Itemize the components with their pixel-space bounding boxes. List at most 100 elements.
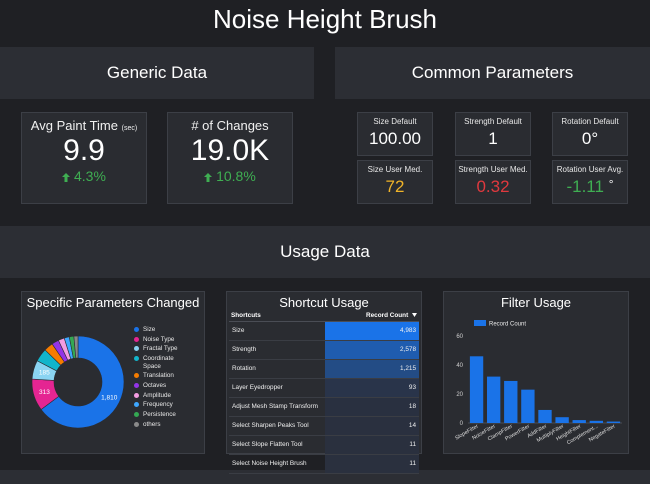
shortcut-count-cell: 4,983: [325, 321, 419, 341]
legend-item-coordinate-space[interactable]: Coordinate Space: [134, 355, 191, 370]
changes-delta: 10.8%: [168, 168, 292, 184]
size-default-card: Size Default 100.00: [357, 112, 433, 156]
bar-multiplyfilter[interactable]: [555, 417, 569, 423]
legend-item-noise-type[interactable]: Noise Type: [134, 336, 191, 344]
shortcuts-column-header[interactable]: Shortcuts: [229, 310, 325, 322]
generic-data-band: Generic Data: [0, 47, 314, 99]
legend-swatch: [134, 402, 139, 408]
bar-noisefilter[interactable]: [486, 376, 501, 423]
changes-value: 19.0K: [190, 134, 270, 167]
legend-swatch: [134, 421, 139, 427]
shortcut-count-cell: 2,578: [325, 340, 419, 360]
size-user-med-value: 72: [385, 177, 405, 196]
filter-usage-title: Filter Usage: [500, 295, 572, 310]
legend-item-fractal-type[interactable]: Fractal Type: [134, 345, 191, 353]
strength-user-med-value: 0.32: [476, 177, 510, 196]
legend-swatch: [134, 346, 139, 352]
bar-clampfilter[interactable]: [504, 380, 518, 423]
legend-item-octaves[interactable]: Octaves: [134, 382, 191, 390]
record-count-column-header[interactable]: Record Count: [325, 310, 419, 322]
common-parameters-band: Common Parameters: [335, 47, 650, 99]
filter-usage-card: Filter Usage Record Count 0 20 40 60 SlopeFil…: [443, 291, 629, 454]
shortcut-count-cell: 11: [325, 435, 419, 455]
table-row[interactable]: Size 4,983: [229, 321, 419, 341]
shortcut-count-cell: 18: [325, 397, 419, 417]
shortcut-count-cell: 14: [325, 416, 419, 436]
legend-label: others: [143, 420, 161, 428]
bar-legend-label: Record Count: [489, 322, 526, 328]
legend-item-persistence[interactable]: Persistence: [134, 411, 191, 419]
specific-parameters-title: Specific Parameters Changed: [26, 295, 200, 310]
strength-default-value: 1: [488, 129, 498, 148]
sort-desc-icon: [412, 312, 417, 317]
legend-item-others[interactable]: others: [134, 421, 191, 429]
pie-value-label: 185: [39, 370, 50, 377]
size-user-med-label: Size User Med.: [367, 165, 423, 174]
legend-item-size[interactable]: Size: [134, 326, 191, 334]
legend-swatch: [134, 412, 139, 417]
changes-label: # of Changes: [191, 118, 269, 133]
bar-legend-swatch: [474, 320, 486, 326]
legend-swatch: [134, 327, 139, 332]
table-row[interactable]: Rotation 1,215: [229, 359, 419, 379]
parameters-donut-chart: 1,810 313 185: [31, 335, 125, 429]
shortcut-count-cell: 11: [325, 454, 419, 474]
pie-value-label: 313: [39, 389, 50, 396]
avg-paint-time-card: Avg Paint Time (sec) 9.9 4.3%: [21, 112, 147, 204]
legend-item-translation[interactable]: Translation: [134, 372, 191, 380]
table-row[interactable]: Select Noise Height Brush 11: [229, 454, 419, 474]
bar-complement[interactable]: [589, 420, 604, 423]
changes-card: # of Changes 19.0K 10.8%: [167, 112, 293, 204]
legend-label: Translation: [143, 372, 174, 380]
shortcut-name-cell: Strength: [229, 340, 325, 360]
bar-addfilter[interactable]: [538, 409, 552, 423]
legend-item-frequency[interactable]: Frequency: [134, 401, 191, 409]
size-user-med-card: Size User Med. 72: [357, 160, 433, 204]
legend-label: Size: [143, 326, 156, 333]
filter-bar-chart: Record Count0204060SlopeFilterNoiseFilte…: [454, 320, 622, 446]
arrow-up-icon: [62, 173, 71, 182]
legend-label: Coordinate Space: [143, 355, 174, 370]
legend-label: Frequency: [143, 401, 173, 409]
legend-label: Fractal Type: [143, 345, 178, 353]
strength-default-card: Strength Default 1: [455, 112, 531, 156]
legend-swatch: [134, 356, 139, 362]
shortcut-name-cell: Select Sharpen Peaks Tool: [229, 416, 325, 436]
shortcut-count-cell: 1,215: [325, 359, 419, 379]
size-default-label: Size Default: [373, 117, 417, 126]
bar-slopefilter[interactable]: [469, 356, 484, 423]
shortcut-usage-title: Shortcut Usage: [279, 295, 369, 310]
avg-paint-time-value: 9.9: [63, 134, 105, 167]
table-row[interactable]: Strength 2,578: [229, 340, 419, 360]
generic-data-title: Generic Data: [106, 63, 208, 82]
bar-powerfilter[interactable]: [521, 389, 535, 423]
legend-swatch: [134, 373, 139, 379]
strength-user-med-label: Strength User Med.: [458, 165, 528, 174]
shortcut-usage-card: Shortcut Usage Shortcuts Record Count Si…: [226, 291, 422, 474]
legend-item-amplitude[interactable]: Amplitude: [134, 392, 191, 400]
rotation-user-avg-label: Rotation User Avg.: [556, 165, 624, 174]
legend-label: Persistence: [143, 411, 176, 418]
rotation-user-avg-value: -1.11 °: [566, 177, 614, 196]
legend-swatch: [134, 392, 139, 398]
bar-heightfilter[interactable]: [572, 420, 586, 423]
rotation-user-avg-unit: °: [608, 177, 614, 191]
legend-label: Noise Type: [143, 335, 175, 343]
page-title: Noise Height Brush: [213, 4, 437, 34]
y-tick-label: 40: [456, 363, 463, 369]
usage-data-band: Usage Data: [0, 226, 650, 278]
strength-default-label: Strength Default: [464, 117, 522, 126]
avg-paint-time-label: Avg Paint Time (sec): [30, 118, 138, 133]
shortcut-name-cell: Adjust Mesh Stamp Transform: [229, 397, 325, 417]
pie-slice-size[interactable]: [40, 335, 125, 429]
table-row[interactable]: Layer Eyedropper 93: [229, 378, 419, 398]
table-row[interactable]: Adjust Mesh Stamp Transform 18: [229, 397, 419, 417]
table-row[interactable]: Select Slope Flatten Tool 11: [229, 435, 419, 455]
avg-paint-time-unit: (sec): [121, 125, 138, 132]
pie-slice-others[interactable]: [73, 335, 79, 359]
bar-negatefilter[interactable]: [606, 421, 621, 423]
rotation-default-value: 0°: [581, 129, 599, 148]
table-row[interactable]: Select Sharpen Peaks Tool 14: [229, 416, 419, 436]
common-parameters-title: Common Parameters: [411, 63, 574, 82]
shortcut-name-cell: Select Slope Flatten Tool: [229, 435, 325, 455]
